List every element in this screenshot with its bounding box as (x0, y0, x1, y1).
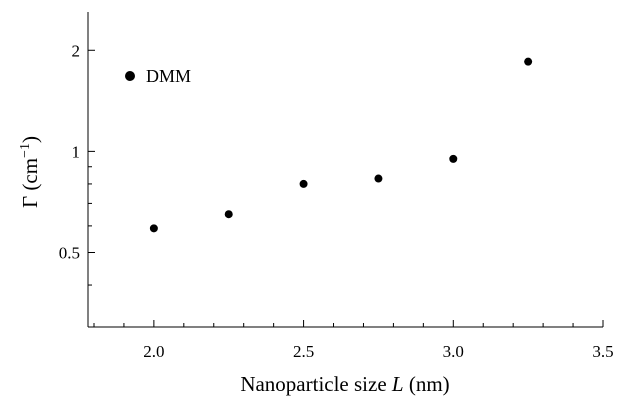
data-point (299, 179, 308, 188)
x-axis-title-variable: L (391, 372, 404, 396)
data-point (149, 224, 158, 233)
x-tick-label: 2.5 (293, 342, 314, 361)
x-tick-label: 2.0 (143, 342, 164, 361)
y-axis-title: Γ (cm−1) (18, 136, 42, 208)
y-axis-title-text: Γ (cm (18, 158, 42, 208)
data-point (374, 174, 383, 183)
data-point (524, 57, 533, 66)
y-axis-title-close: ) (18, 136, 42, 143)
ticks: 2.0 2.5 3.0 3.5 0.5 1 2 (59, 41, 614, 361)
axes (87, 12, 603, 328)
legend-marker (125, 71, 135, 81)
x-tick-label: 3.0 (443, 342, 464, 361)
y-tick-label: 1 (72, 142, 81, 161)
x-axis-title-unit: (nm) (404, 372, 450, 396)
x-axis-title: Nanoparticle size L (nm) (240, 372, 449, 396)
data-points (149, 57, 533, 233)
legend: DMM (125, 66, 191, 86)
y-axis-title-superscript: −1 (18, 143, 33, 158)
data-point (449, 154, 458, 163)
x-tick-label: 3.5 (592, 342, 613, 361)
y-tick-label: 0.5 (59, 243, 80, 262)
legend-label: DMM (146, 66, 191, 86)
data-point (224, 210, 233, 219)
y-tick-label: 2 (72, 41, 81, 60)
x-axis-title-text: Nanoparticle size (240, 372, 392, 396)
